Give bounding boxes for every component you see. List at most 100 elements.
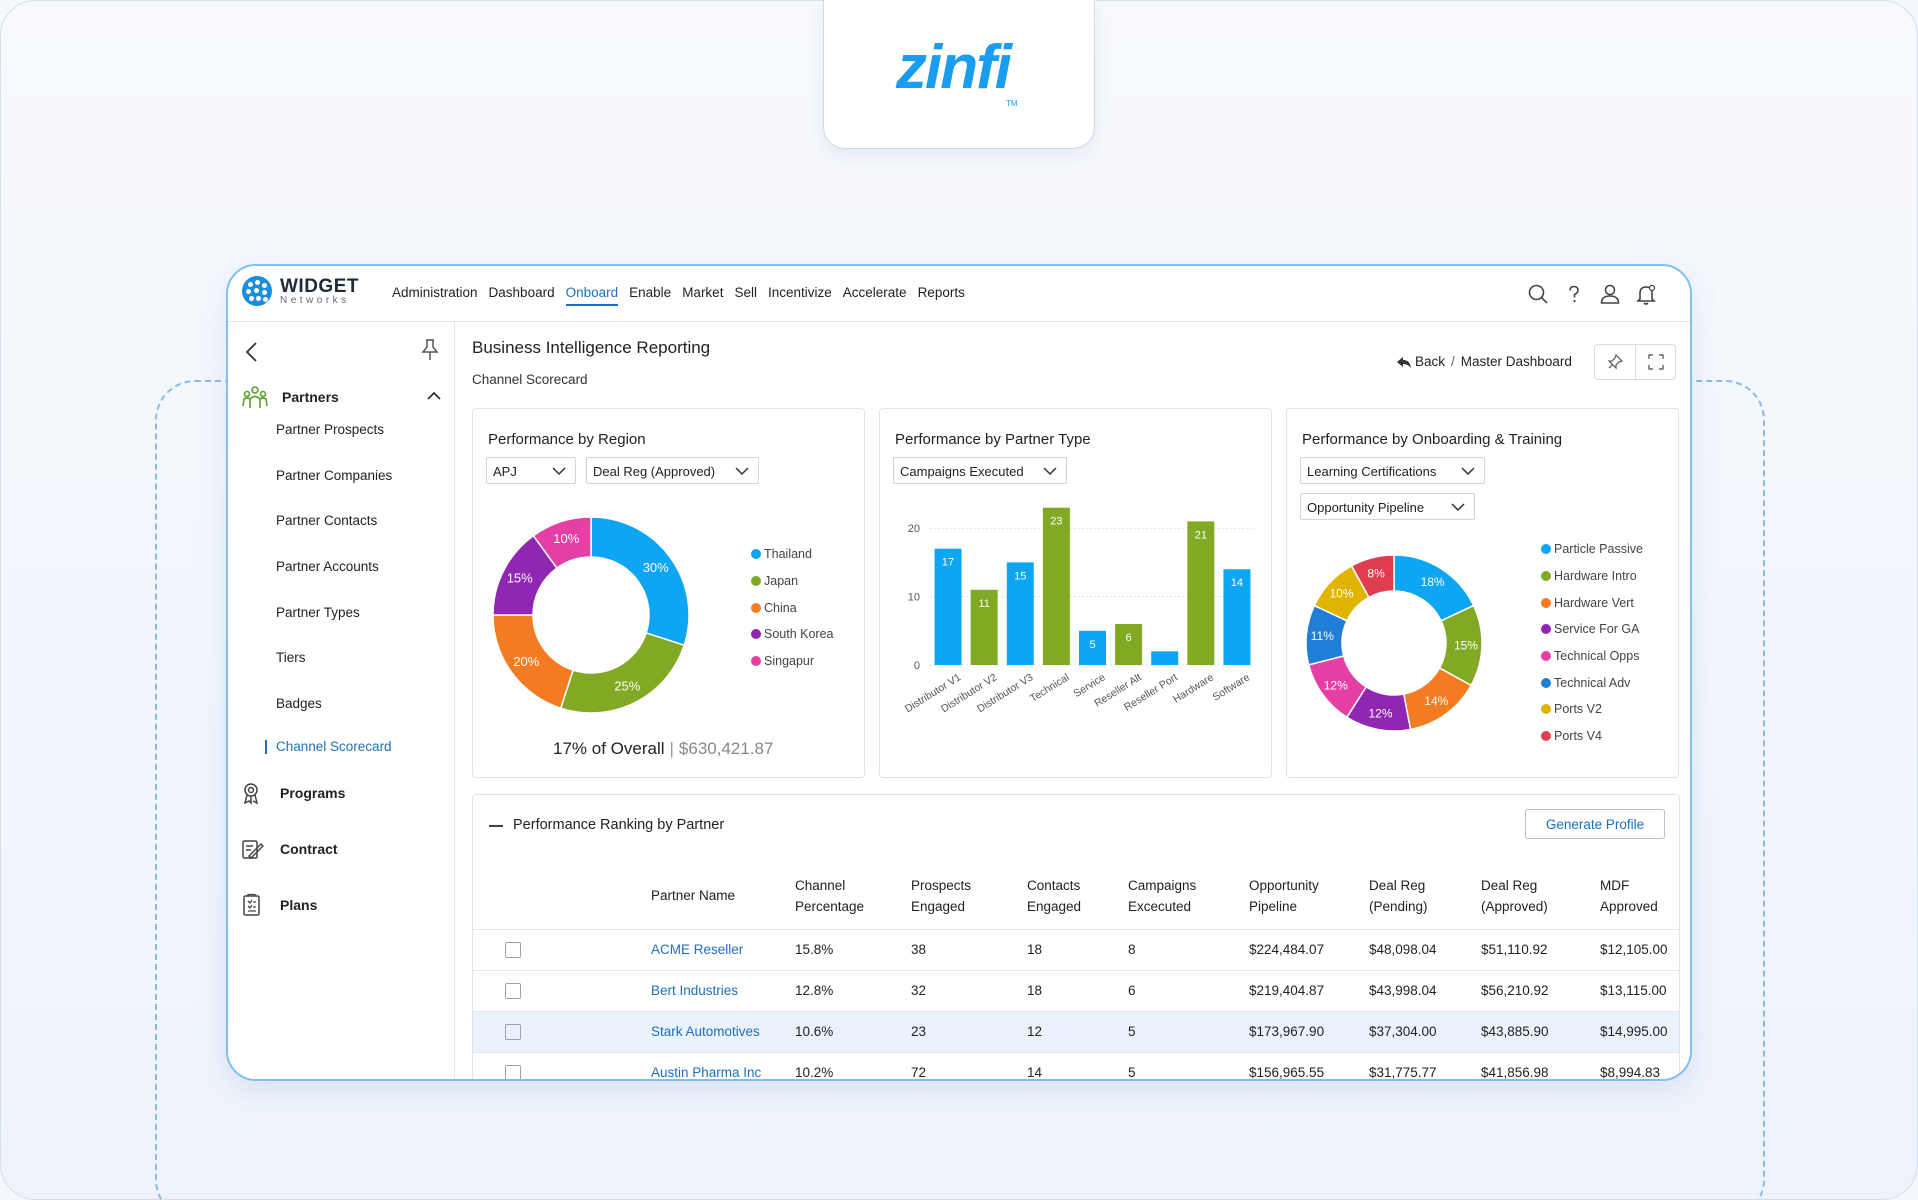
- sidebar-item-contract[interactable]: Contract: [240, 834, 450, 864]
- sidebar-item-tiers[interactable]: Tiers: [276, 650, 306, 665]
- breadcrumb-current[interactable]: Master Dashboard: [1460, 354, 1572, 369]
- pin-dashboard-button[interactable]: [1595, 345, 1635, 379]
- fullscreen-button[interactable]: [1635, 345, 1675, 379]
- nav-market[interactable]: Market: [682, 285, 724, 300]
- sidebar-item-partner-types[interactable]: Partner Types: [276, 605, 360, 620]
- legend-item: Technical Opps: [1541, 643, 1643, 670]
- sidebar-item-partner-companies[interactable]: Partner Companies: [276, 468, 393, 483]
- nav-administration[interactable]: Administration: [392, 285, 478, 300]
- partner-type-metric-select[interactable]: Campaigns Executed: [893, 457, 1067, 484]
- legend-item: Ports V4: [1541, 723, 1643, 750]
- donut-slice-singapur[interactable]: [532, 516, 592, 570]
- legend-label: Service For GA: [1554, 622, 1640, 637]
- partner-name-link[interactable]: Bert Industries: [651, 969, 795, 1011]
- table-row[interactable]: Stark Automotives 10.6% 23 12 5 $173,967.90 $3…: [473, 1010, 1679, 1052]
- app-window: WIDGET Networks Administration Dashboard O…: [226, 264, 1692, 1081]
- sidebar-item-partner-contacts[interactable]: Partner Contacts: [276, 513, 378, 528]
- row-checkbox-cell: [473, 1010, 651, 1052]
- table-cell: $48,098.04: [1369, 928, 1481, 970]
- bar-service[interactable]: [1079, 630, 1106, 665]
- card-title: Performance by Onboarding & Training: [1302, 431, 1563, 448]
- slice-label: 11%: [1311, 629, 1334, 643]
- card-performance-by-region: Performance by Region APJ Deal Reg (Appr…: [472, 408, 865, 778]
- nav-sell[interactable]: Sell: [734, 285, 757, 300]
- sidebar-group-partners[interactable]: Partners: [242, 382, 442, 412]
- legend-swatch: [1541, 731, 1551, 742]
- bar-technical[interactable]: [1042, 507, 1070, 665]
- bar-distributor-v1[interactable]: [934, 548, 962, 665]
- region-select[interactable]: APJ: [486, 457, 576, 484]
- sidebar-item-plans[interactable]: Plans: [240, 890, 450, 920]
- row-checkbox[interactable]: [505, 1023, 521, 1040]
- table-row[interactable]: Austin Pharma Inc 10.2% 72 14 5 $156,965.55 $3…: [473, 1051, 1679, 1079]
- legend-item: Singapur: [751, 648, 834, 675]
- partner-name-link[interactable]: ACME Reseller: [651, 928, 795, 970]
- nav-enable[interactable]: Enable: [629, 285, 672, 300]
- help-icon[interactable]: [1562, 282, 1586, 306]
- legend-swatch: [1541, 544, 1551, 555]
- row-checkbox[interactable]: [505, 982, 521, 999]
- bell-icon[interactable]: [1634, 282, 1658, 306]
- breadcrumb-back[interactable]: Back: [1415, 354, 1446, 369]
- table-cell: $13,115.00: [1600, 969, 1679, 1011]
- sidebar-item-partner-prospects[interactable]: Partner Prospects: [276, 422, 385, 437]
- nav-dashboard[interactable]: Dashboard: [488, 285, 555, 300]
- donut-slice-japan[interactable]: [559, 631, 686, 714]
- column-header-line: Engaged: [911, 898, 966, 914]
- sidebar-item-badges[interactable]: Badges: [276, 696, 322, 711]
- sidebar-item-channel-scorecard[interactable]: Channel Scorecard: [265, 739, 392, 754]
- brand-subtitle: Networks: [280, 294, 350, 306]
- y-tick-label: 20: [908, 523, 920, 535]
- nav-incentivize[interactable]: Incentivize: [767, 285, 832, 300]
- region-donut-chart: 30% 25% 20% 15% 10%: [492, 516, 690, 714]
- search-icon[interactable]: [1526, 282, 1550, 306]
- pin-sidebar-button[interactable]: [420, 338, 440, 362]
- donut-slice-ports-v4[interactable]: [1350, 554, 1395, 599]
- nav-accelerate[interactable]: Accelerate: [842, 285, 907, 300]
- generate-profile-button[interactable]: Generate Profile: [1525, 809, 1665, 839]
- partner-name-link[interactable]: Austin Pharma Inc: [651, 1051, 795, 1079]
- table-row[interactable]: ACME Reseller 15.8% 38 18 8 $224,484.07 $48,09…: [473, 928, 1679, 970]
- donut-slice-thailand[interactable]: [590, 516, 690, 647]
- collapse-sidebar-button[interactable]: [242, 340, 264, 364]
- bar-distributor-v3[interactable]: [1006, 562, 1034, 665]
- bar-reseller-alt[interactable]: [1115, 623, 1143, 665]
- bar-value-label: 6: [1126, 632, 1132, 644]
- fullscreen-icon: [1647, 354, 1664, 370]
- row-checkbox[interactable]: [505, 941, 521, 958]
- sidebar-item-partner-accounts[interactable]: Partner Accounts: [276, 559, 379, 574]
- certification-select[interactable]: Learning Certifications: [1300, 457, 1485, 484]
- column-header-line: (Approved): [1481, 898, 1548, 914]
- brand-logo[interactable]: WIDGET Networks: [242, 276, 359, 306]
- partner-type-select-value: Campaigns Executed: [900, 464, 1024, 479]
- user-icon[interactable]: [1598, 282, 1622, 306]
- y-tick-label: 10: [908, 592, 920, 604]
- metric-select[interactable]: Deal Reg (Approved): [586, 457, 759, 484]
- collapse-section-icon[interactable]: [489, 825, 503, 827]
- row-checkbox[interactable]: [505, 1064, 521, 1079]
- partner-name-link[interactable]: Stark Automotives: [651, 1010, 795, 1052]
- table-row[interactable]: Bert Industries 12.8% 32 18 6 $219,404.87 $43,…: [473, 969, 1679, 1011]
- slice-label: 8%: [1367, 566, 1385, 580]
- card-title: Performance by Partner Type: [895, 431, 1091, 448]
- chevron-down-icon: [1043, 467, 1057, 476]
- y-tick-label: 0: [914, 660, 920, 672]
- table-cell: $14,995.00: [1600, 1010, 1679, 1052]
- legend-swatch: [751, 549, 761, 560]
- region-select-value: APJ: [493, 464, 517, 479]
- bar-reseller-port[interactable]: [1151, 651, 1179, 665]
- sidebar-item-label: Programs: [280, 785, 346, 801]
- pipeline-select[interactable]: Opportunity Pipeline: [1300, 493, 1475, 520]
- nav-onboard[interactable]: Onboard: [565, 285, 619, 306]
- bar-hardware[interactable]: [1187, 521, 1215, 665]
- table-cell: $219,404.87: [1249, 969, 1369, 1011]
- bar-software[interactable]: [1223, 569, 1251, 665]
- nav-reports[interactable]: Reports: [917, 285, 965, 300]
- table-cell: $51,110.92: [1481, 928, 1600, 970]
- table-cell: 6: [1128, 969, 1249, 1011]
- sidebar-item-programs[interactable]: Programs: [240, 778, 450, 808]
- back-arrow-icon: [1397, 356, 1411, 368]
- bar-distributor-v2[interactable]: [970, 589, 998, 665]
- widget-globe-icon: [242, 276, 272, 306]
